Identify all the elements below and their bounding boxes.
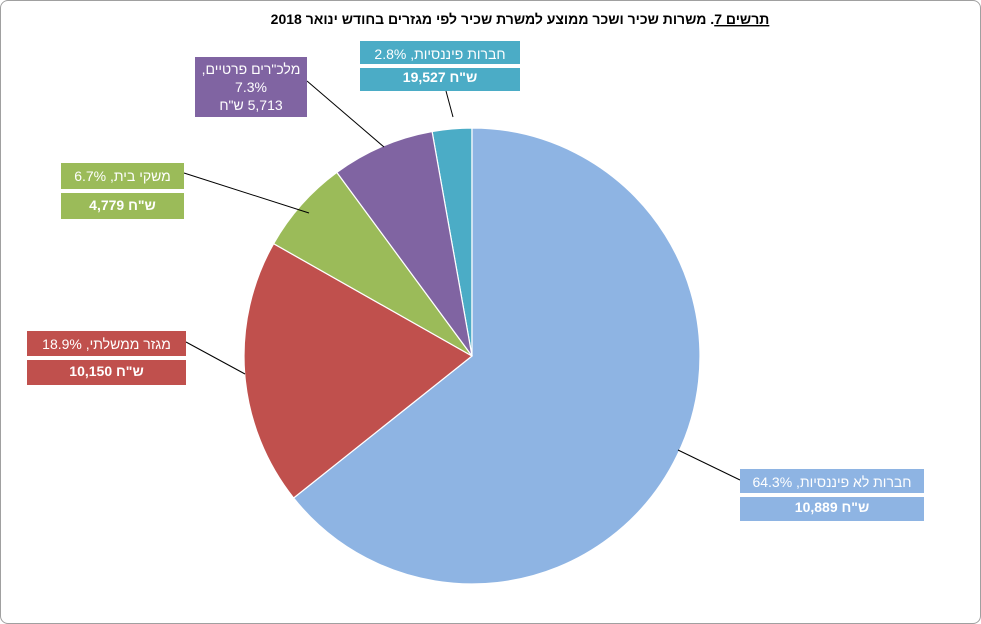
slice-label: מגזר ממשלתי, 18.9% ש"ח 10,150 — [27, 331, 246, 385]
slice-label: חברות לא פיננסיות, 64.3% ש"ח 10,889 — [677, 449, 924, 521]
slice-label: משקי בית, 6.7% ש"ח 4,779 — [61, 163, 310, 219]
pie-slices — [243, 127, 701, 585]
slice-name-percent: משקי בית, 6.7% — [74, 168, 171, 184]
leader-line — [183, 172, 310, 214]
chart-title-prefix: תרשים 7 — [714, 11, 769, 27]
chart-title-text: . משרות שכיר ושכר ממוצע למשרת שכיר לפי מ… — [271, 11, 715, 27]
leader-line — [185, 341, 246, 375]
slice-wage: ש"ח 19,527 — [403, 69, 477, 85]
label-box-gap — [27, 356, 186, 360]
slice-label: חברות פיננסיות, 2.8% ש"ח 19,527 — [360, 41, 520, 118]
label-box-gap — [740, 493, 924, 497]
leader-line — [677, 449, 741, 481]
slice-name-percent: חברות פיננסיות, 2.8% — [374, 46, 505, 62]
pie-slice — [335, 130, 473, 357]
pie-slice — [292, 127, 701, 585]
slice-label: מלכ"רים פרטיים, 7.3% 5,713 ש"ח — [195, 57, 385, 148]
leader-line — [445, 90, 454, 118]
leader-line — [306, 80, 385, 148]
label-box-gap — [360, 64, 520, 68]
chart-title: תרשים 7. משרות שכיר ושכר ממוצע למשרת שכי… — [271, 11, 770, 27]
label-box-gap — [61, 189, 184, 193]
slice-wage: ש"ח 10,150 — [69, 363, 143, 379]
label-box — [195, 57, 307, 117]
slice-wage: 5,713 ש"ח — [219, 97, 283, 113]
slice-name-percent: מגזר ממשלתי, 18.9% — [42, 336, 171, 352]
pie-labels: חברות פיננסיות, 2.8% ש"ח 19,527 חברות לא פ… — [27, 41, 924, 521]
slice-percent: 7.3% — [235, 79, 267, 95]
slice-name: מלכ"רים פרטיים, — [202, 61, 301, 77]
slice-wage: ש"ח 4,779 — [89, 197, 156, 213]
slice-name-percent: חברות לא פיננסיות, 64.3% — [752, 474, 911, 490]
slice-wage: ש"ח 10,889 — [795, 499, 869, 515]
